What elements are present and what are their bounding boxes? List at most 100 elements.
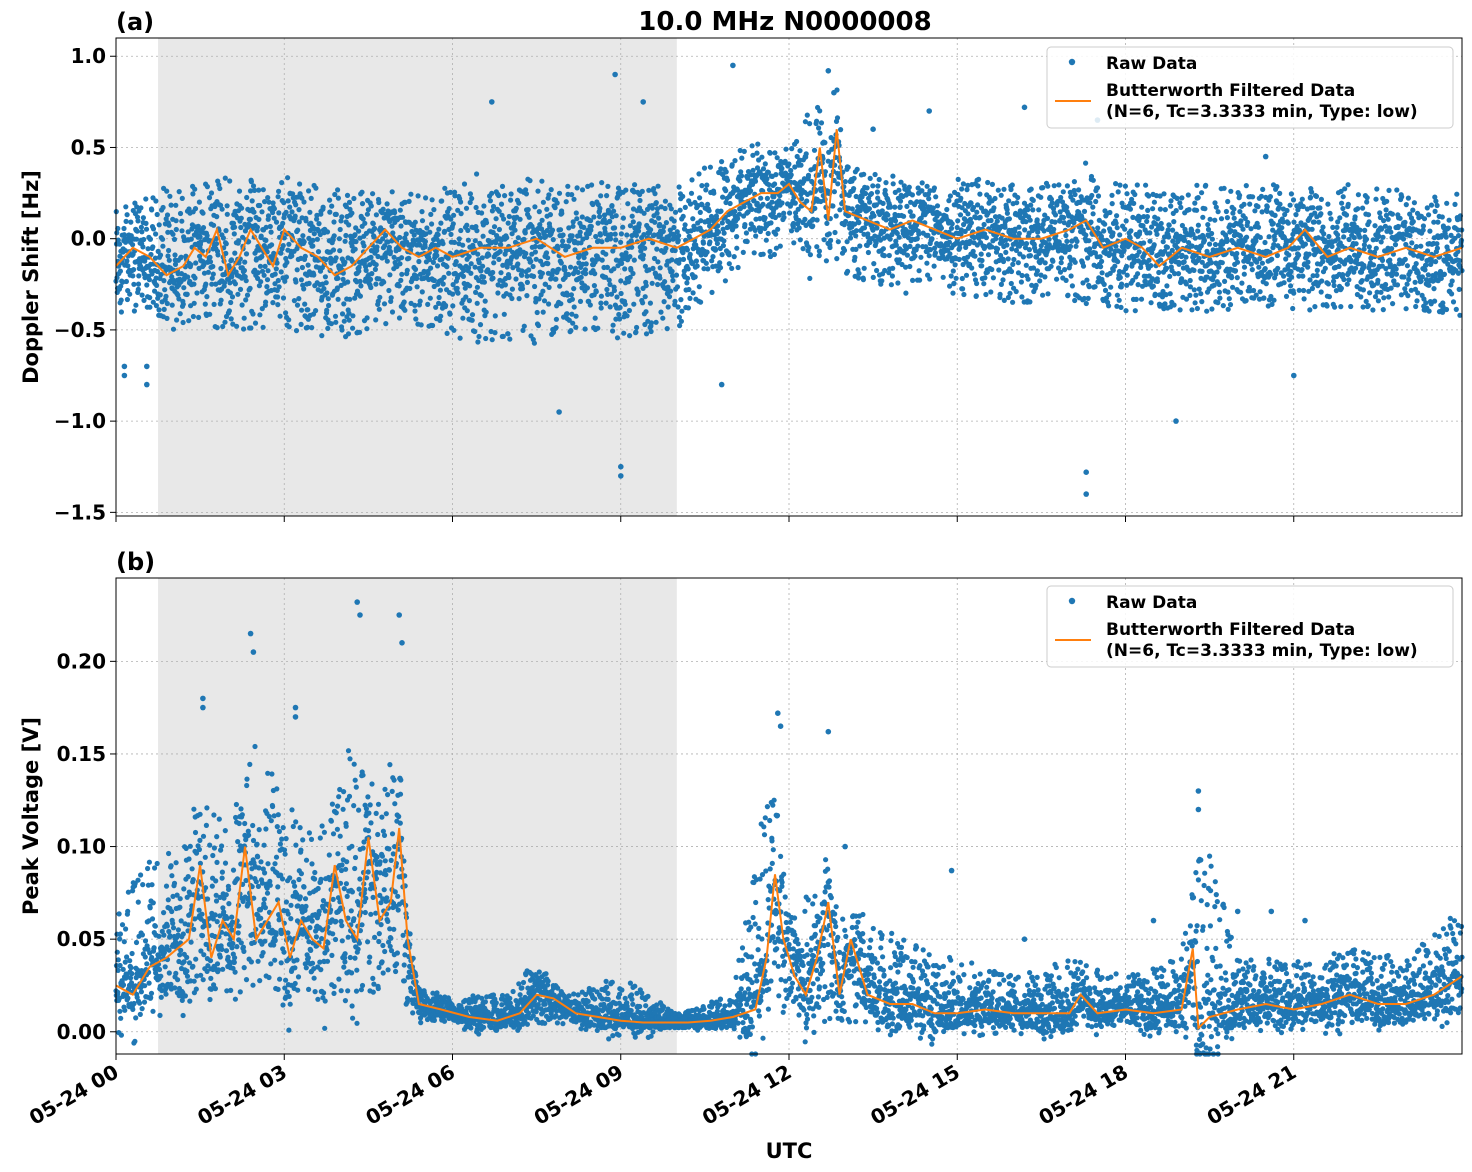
raw-data-point bbox=[546, 284, 552, 290]
raw-data-point bbox=[468, 270, 474, 276]
raw-data-point bbox=[296, 219, 302, 225]
raw-data-point bbox=[1300, 273, 1306, 279]
raw-data-point bbox=[483, 309, 489, 315]
raw-data-point bbox=[879, 278, 885, 284]
raw-data-point bbox=[802, 119, 809, 125]
raw-data-point bbox=[633, 232, 640, 238]
raw-data-point bbox=[502, 282, 508, 288]
raw-data-point bbox=[1051, 183, 1057, 189]
raw-data-point bbox=[610, 322, 616, 328]
raw-data-point bbox=[917, 277, 923, 283]
raw-data-point bbox=[191, 281, 197, 287]
raw-data-point bbox=[782, 158, 788, 164]
raw-data-point bbox=[326, 302, 332, 309]
raw-data-point bbox=[831, 189, 838, 195]
raw-data-point bbox=[998, 192, 1004, 198]
raw-data-point bbox=[950, 290, 956, 296]
raw-data-point bbox=[883, 180, 889, 186]
raw-data-point bbox=[327, 209, 333, 215]
raw-data-point bbox=[734, 245, 740, 251]
raw-data-point bbox=[1181, 259, 1187, 265]
raw-data-point bbox=[247, 216, 253, 222]
raw-data-point bbox=[1220, 303, 1226, 309]
raw-data-point bbox=[342, 238, 348, 244]
raw-data-point bbox=[532, 249, 539, 255]
raw-data-point bbox=[1023, 241, 1030, 247]
raw-data-point bbox=[482, 298, 488, 304]
raw-data-point bbox=[550, 237, 556, 243]
raw-data-point bbox=[753, 216, 759, 222]
raw-data-point bbox=[1151, 242, 1157, 248]
raw-data-point bbox=[1027, 217, 1033, 223]
raw-data-point bbox=[283, 274, 289, 280]
raw-data-point bbox=[431, 207, 437, 213]
raw-data-point bbox=[504, 235, 510, 241]
raw-data-point bbox=[843, 218, 849, 225]
raw-data-point bbox=[852, 221, 858, 227]
raw-data-point bbox=[1244, 234, 1250, 240]
raw-data-point bbox=[765, 169, 772, 175]
raw-data-point bbox=[577, 229, 583, 235]
raw-data-point bbox=[1383, 281, 1389, 288]
raw-data-point bbox=[753, 233, 759, 239]
raw-data-point bbox=[283, 310, 289, 316]
raw-data-point bbox=[239, 302, 245, 308]
raw-data-point bbox=[372, 266, 378, 272]
raw-data-point bbox=[512, 227, 518, 233]
raw-data-point bbox=[979, 257, 985, 264]
raw-data-point bbox=[965, 211, 971, 217]
raw-data-point bbox=[677, 207, 683, 213]
raw-data-point bbox=[919, 188, 925, 194]
raw-data-point bbox=[539, 217, 545, 223]
raw-data-point bbox=[675, 304, 681, 310]
raw-data-point bbox=[1260, 186, 1266, 192]
raw-data-point bbox=[1384, 198, 1390, 204]
raw-data-point bbox=[349, 210, 355, 216]
raw-data-point bbox=[1068, 273, 1074, 279]
raw-data-point bbox=[263, 224, 269, 230]
raw-data-point bbox=[1071, 179, 1077, 185]
raw-data-point bbox=[521, 323, 527, 329]
raw-data-point bbox=[389, 309, 396, 315]
raw-data-point bbox=[667, 227, 673, 233]
raw-data-point bbox=[1381, 295, 1387, 301]
raw-data-point bbox=[242, 274, 248, 280]
raw-data-point bbox=[446, 206, 452, 212]
raw-data-point bbox=[906, 184, 912, 190]
raw-data-point bbox=[272, 271, 278, 277]
raw-data-point bbox=[816, 248, 823, 254]
raw-data-point bbox=[1028, 202, 1034, 208]
raw-data-point bbox=[426, 257, 433, 263]
raw-data-point bbox=[1166, 222, 1172, 228]
raw-data-point bbox=[996, 267, 1002, 273]
raw-data-point bbox=[1383, 207, 1389, 213]
raw-data-point bbox=[997, 291, 1003, 297]
raw-data-point bbox=[814, 118, 820, 124]
raw-data-point bbox=[1067, 243, 1074, 249]
raw-data-point bbox=[1167, 273, 1173, 279]
raw-data-point bbox=[1008, 268, 1015, 275]
raw-data-point bbox=[371, 234, 377, 240]
raw-data-point bbox=[1212, 217, 1218, 223]
raw-data-point bbox=[992, 195, 998, 202]
raw-data-point bbox=[1305, 259, 1311, 265]
raw-data-point bbox=[419, 209, 425, 215]
raw-data-point bbox=[412, 302, 418, 308]
raw-data-point bbox=[1355, 192, 1361, 198]
raw-data-point bbox=[835, 181, 841, 187]
raw-data-point bbox=[674, 284, 681, 290]
raw-data-point bbox=[617, 304, 623, 311]
raw-data-point bbox=[1378, 289, 1384, 295]
raw-data-point bbox=[796, 225, 802, 231]
raw-data-point bbox=[1090, 204, 1096, 210]
raw-data-point bbox=[311, 231, 317, 237]
raw-data-point bbox=[569, 311, 575, 317]
raw-data-point bbox=[715, 229, 722, 235]
raw-data-point bbox=[1311, 219, 1317, 225]
raw-data-point bbox=[1203, 182, 1209, 188]
raw-data-point bbox=[173, 218, 179, 224]
raw-data-point bbox=[631, 257, 637, 263]
raw-data-point bbox=[818, 180, 824, 186]
raw-data-point bbox=[118, 297, 124, 303]
raw-data-point bbox=[1010, 261, 1016, 267]
